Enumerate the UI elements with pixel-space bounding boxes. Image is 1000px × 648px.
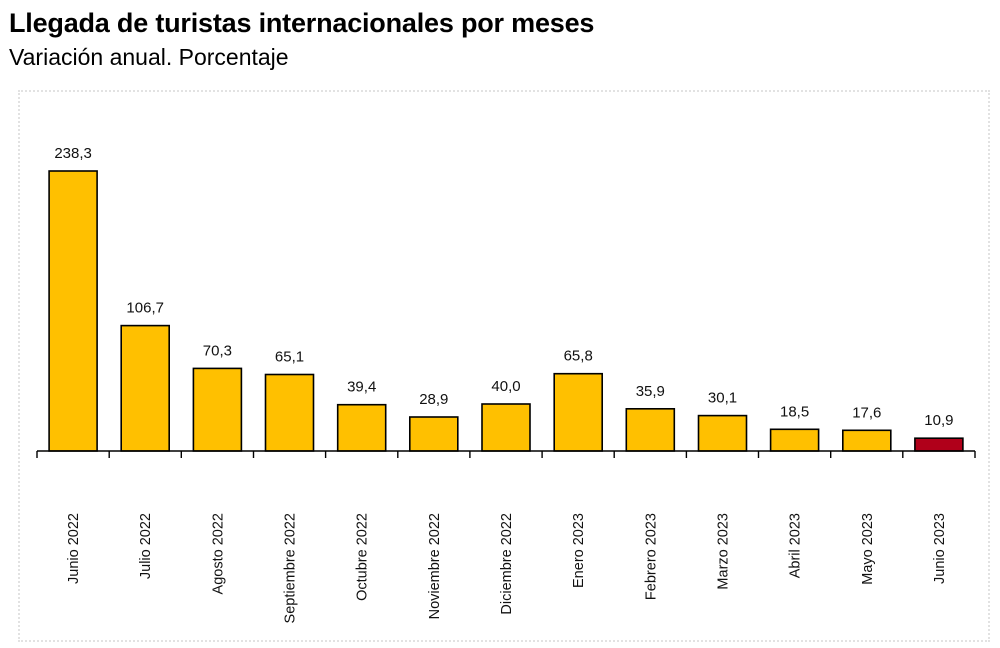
value-label-12: 17,6: [852, 404, 881, 421]
bar-4: [264, 373, 315, 452]
bar-13: [914, 437, 964, 452]
category-label-8: Enero 2023: [571, 513, 587, 588]
value-label-6: 28,9: [419, 391, 448, 408]
value-label-8: 65,8: [564, 348, 593, 365]
category-label-7: Diciembre 2022: [499, 513, 515, 615]
bar-3: [192, 367, 243, 452]
category-label-5: Octubre 2022: [355, 513, 371, 601]
value-label-11: 18,5: [780, 403, 809, 420]
category-label-10: Marzo 2023: [716, 513, 732, 590]
bar-6: [408, 416, 459, 452]
chart-title: Llegada de turistas internacionales por …: [9, 8, 595, 38]
bar-2: [120, 324, 170, 452]
bar-5: [336, 403, 387, 452]
category-label-3: Agosto 2022: [210, 513, 226, 594]
value-label-10: 30,1: [708, 390, 737, 407]
value-label-4: 65,1: [275, 349, 304, 366]
category-label-11: Abril 2023: [788, 513, 804, 578]
value-label-1: 238,3: [54, 145, 92, 162]
category-label-4: Septiembre 2022: [283, 513, 299, 623]
bar-9: [625, 407, 676, 452]
value-label-2: 106,7: [126, 300, 164, 317]
bar-8: [553, 372, 604, 452]
value-label-9: 35,9: [636, 383, 665, 400]
value-label-5: 39,4: [347, 379, 376, 396]
value-label-7: 40,0: [491, 378, 520, 395]
bar-11: [769, 428, 820, 452]
category-label-13: Junio 2023: [932, 513, 948, 584]
value-label-3: 70,3: [203, 342, 232, 359]
bar-10: [697, 414, 748, 452]
category-label-12: Mayo 2023: [860, 513, 876, 585]
category-label-9: Febrero 2023: [643, 513, 659, 600]
category-label-2: Julio 2022: [138, 513, 154, 579]
chart-subtitle: Variación anual. Porcentaje: [9, 44, 289, 70]
chart-area-border: [18, 90, 990, 642]
bar-7: [481, 403, 531, 452]
value-label-13: 10,9: [924, 412, 953, 429]
category-label-1: Junio 2022: [66, 513, 82, 584]
bar-1: [48, 170, 98, 452]
bar-12: [841, 429, 892, 452]
category-label-6: Noviembre 2022: [427, 513, 443, 619]
